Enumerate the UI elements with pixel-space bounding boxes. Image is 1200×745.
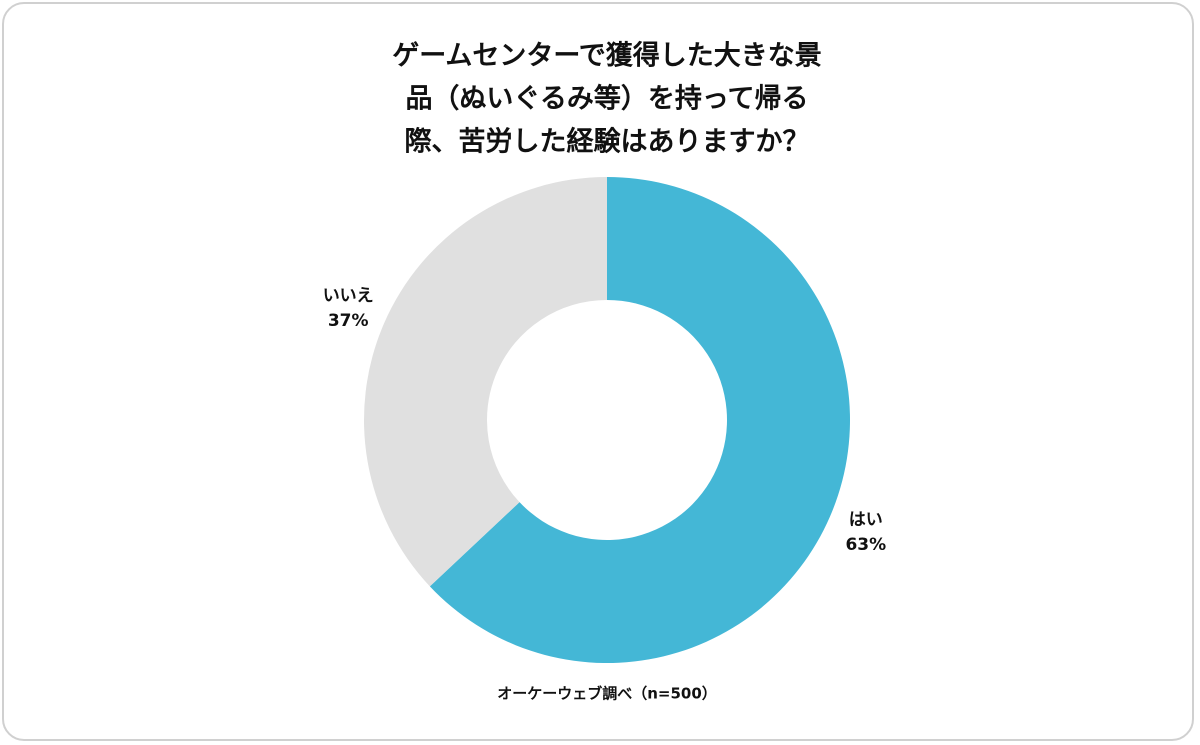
- slice-label: はい: [849, 510, 883, 530]
- slice-label: いいえ: [323, 286, 374, 306]
- chart-title: ゲームセンターで獲得した大きな景: [392, 41, 822, 72]
- source-note: オーケーウェブ調べ（n=500）: [497, 685, 717, 703]
- chart-title: 際、苦労した経験はありますか？: [405, 126, 810, 158]
- value-label: 63%: [845, 535, 886, 555]
- donut-slice: [363, 176, 607, 587]
- value-label: 37%: [328, 311, 369, 331]
- chart-title: 品（ぬいぐるみ等）を持って帰る: [405, 83, 808, 115]
- donut-slice: [429, 177, 850, 663]
